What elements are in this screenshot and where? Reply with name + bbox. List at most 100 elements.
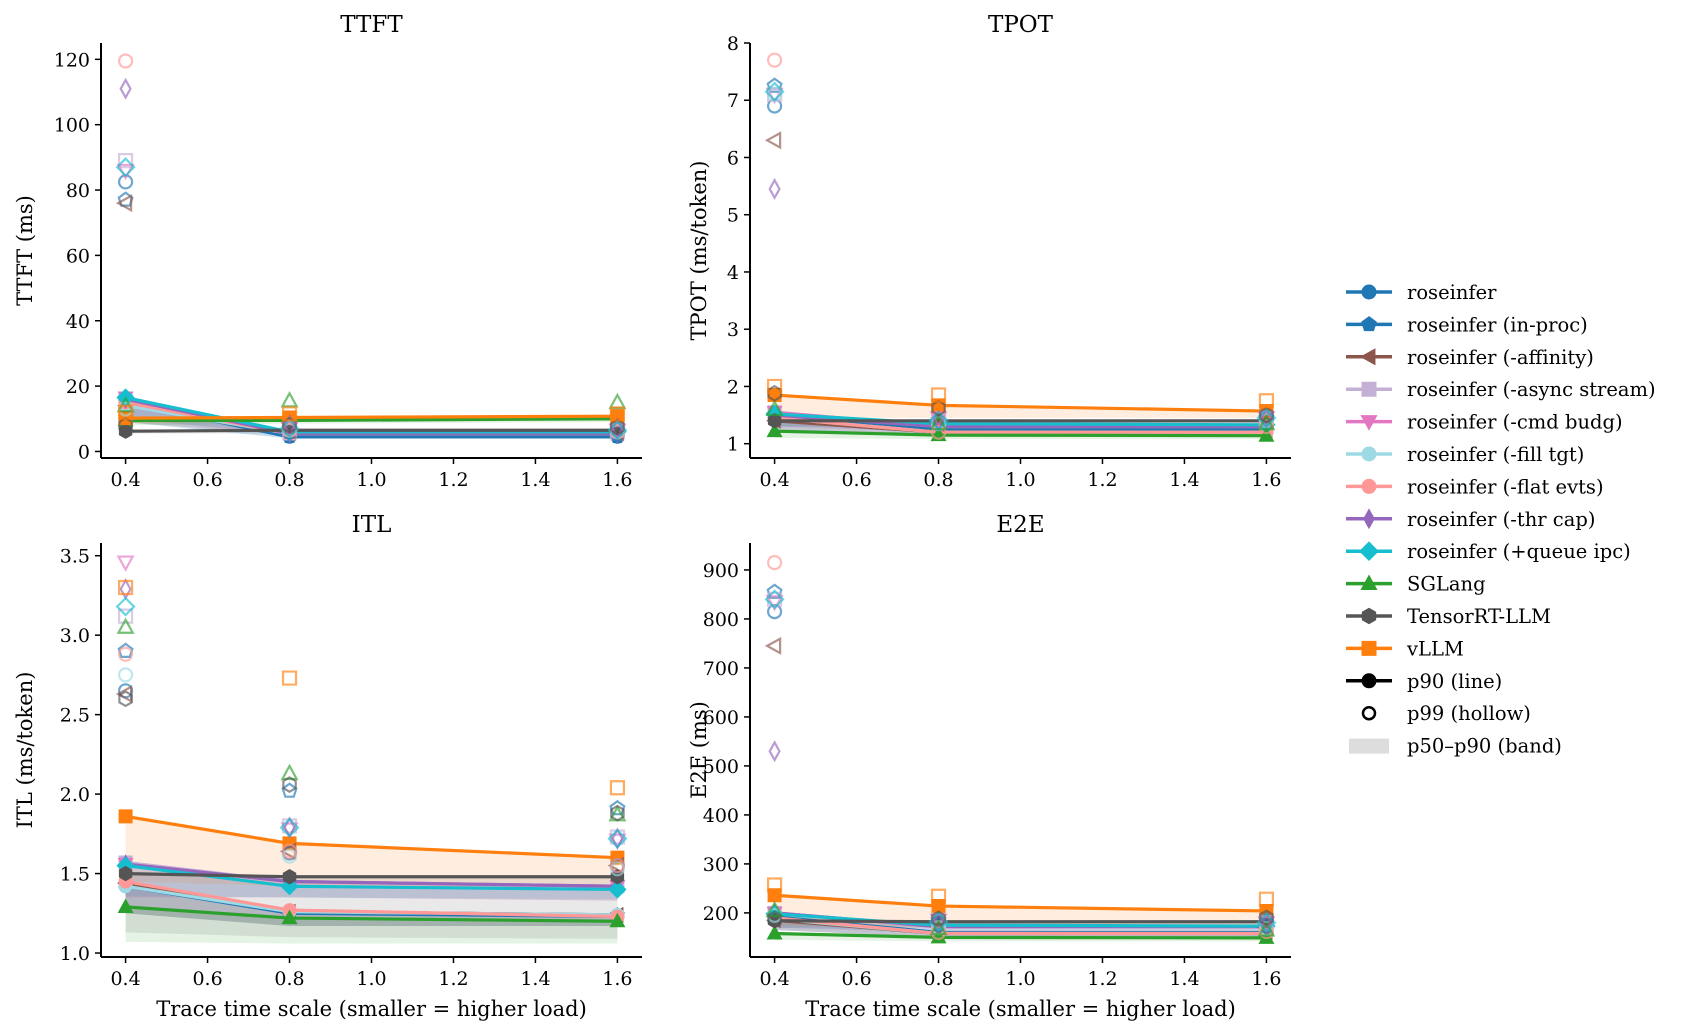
x-tick-label: 1.0 [1005,469,1035,491]
p90-point [767,413,782,429]
x-tick-label: 1.2 [438,469,468,491]
p99-point [766,877,783,893]
x-tick-label: 1.2 [438,968,468,990]
y-tick-label: 1.5 [60,864,90,886]
y-tick-label: 20 [66,376,90,398]
legend-entry: SGLang [1346,573,1486,596]
y-tick-label: 800 [703,609,739,631]
p99-point [1258,891,1275,907]
band-9 [774,431,1267,440]
x-tick-label: 0.6 [841,469,871,491]
panel-itl: 0.4 0.6 0.8 1.0 1.2 1.4 1.6 1.0 1.5 2.0 2.5 3.0 3.5 I… [13,512,642,1021]
x-tick-label: 0.8 [923,469,953,491]
y-tick-label: 0 [78,441,90,463]
hexagon-marker-icon [1361,607,1377,625]
legend-label: roseinfer (-flat evts) [1407,475,1604,498]
p99-point [115,596,136,617]
x-tick-label: 1.6 [1251,469,1281,491]
x-tick-label: 1.0 [356,968,386,990]
p99-point [764,636,782,655]
y-tick-label: 3.0 [60,625,90,647]
legend-label: roseinfer (-thr cap) [1407,508,1595,531]
x-tick-label: 0.8 [274,469,304,491]
band-5 [774,918,1267,938]
square-marker-icon [1361,381,1377,397]
plot-area [764,52,1277,442]
p99-point [118,416,133,434]
p90-point [281,909,298,925]
p99-point [117,404,134,420]
legend-entry: roseinfer (-flat evts) [1346,475,1604,498]
p99-point [607,828,628,849]
circle-marker-icon [1361,446,1377,462]
p99-point [609,799,626,816]
legend-label: TensorRT-LLM [1407,605,1551,628]
band-3 [125,862,618,901]
legend-label: roseinfer (-cmd budg) [1407,411,1623,434]
y-axis-label: ITL (ms/token) [13,672,37,829]
band-11 [774,395,1267,418]
y-tick-label: 120 [54,49,90,71]
y-tick-label: 2 [727,376,739,398]
panel-tpot: 0.4 0.6 0.8 1.0 1.2 1.4 1.6 1 2 3 4 5 6 7 8 TPOT TPOT (m… [687,12,1291,491]
y-tick-label: 3.5 [60,546,90,568]
legend-label: p99 (hollow) [1407,702,1531,725]
y-tick-label: 500 [703,756,739,778]
p99-point [1259,909,1274,927]
legend-entry: roseinfer (-fill tgt) [1346,443,1584,466]
panel-e2e: 0.4 0.6 0.8 1.0 1.2 1.4 1.6 200 300 400 500 600 700 8… [687,512,1291,1021]
y-tick-label: 2.0 [60,784,90,806]
x-tick-label: 1.4 [1169,968,1199,990]
p99-point [608,392,627,410]
legend-entry: roseinfer (-affinity) [1346,346,1594,369]
p99-point [766,583,783,599]
y-axis-label: TTFT (ms) [13,195,37,306]
y-tick-label: 200 [703,903,739,925]
band-7 [125,864,618,901]
p99-point [764,81,785,102]
x-tick-label: 1.4 [520,968,550,990]
p99-point [117,608,134,624]
triangle-left-marker-icon [1359,348,1376,366]
p90-point [930,928,947,944]
p99-point [116,555,135,572]
y-tick-label: 600 [703,707,739,729]
legend-label: vLLM [1406,637,1464,660]
p99-point [766,52,783,68]
p99-point [930,387,947,403]
p99-point [119,77,132,100]
p99-point [929,413,948,431]
p90-point [608,880,627,899]
band-2 [774,920,1267,938]
circle-marker-icon [1361,673,1377,689]
y-tick-label: 5 [727,205,739,227]
p99-point [766,554,783,571]
p99-point [609,406,626,422]
p99-point [765,399,784,416]
y-tick-label: 7 [727,90,739,112]
panel-title: TTFT [340,12,403,38]
panel-title: ITL [352,512,392,538]
p99-point [1258,393,1275,409]
circle-marker-icon [1361,284,1377,300]
p99-point [117,646,134,662]
y-axis-label: TPOT (ms/token) [687,161,711,341]
y-tick-label: 700 [703,658,739,680]
p99-point [1257,413,1276,431]
band-6 [774,917,1267,938]
x-tick-label: 1.0 [1005,968,1035,990]
p90-line-10 [774,919,1267,924]
thin-diamond-marker-icon [1363,508,1375,530]
p99-point [282,416,297,434]
legend-entry: roseinfer (-thr cap) [1346,508,1595,531]
p99-point [281,782,298,798]
p99-point [118,690,133,708]
p99-point [766,378,783,395]
x-tick-label: 1.6 [602,469,632,491]
p99-point [117,53,134,69]
x-tick-label: 1.6 [602,968,632,990]
square-marker-icon [1361,640,1377,656]
band-8 [125,865,618,899]
x-tick-label: 1.6 [1251,968,1281,990]
p99-point [609,858,626,874]
